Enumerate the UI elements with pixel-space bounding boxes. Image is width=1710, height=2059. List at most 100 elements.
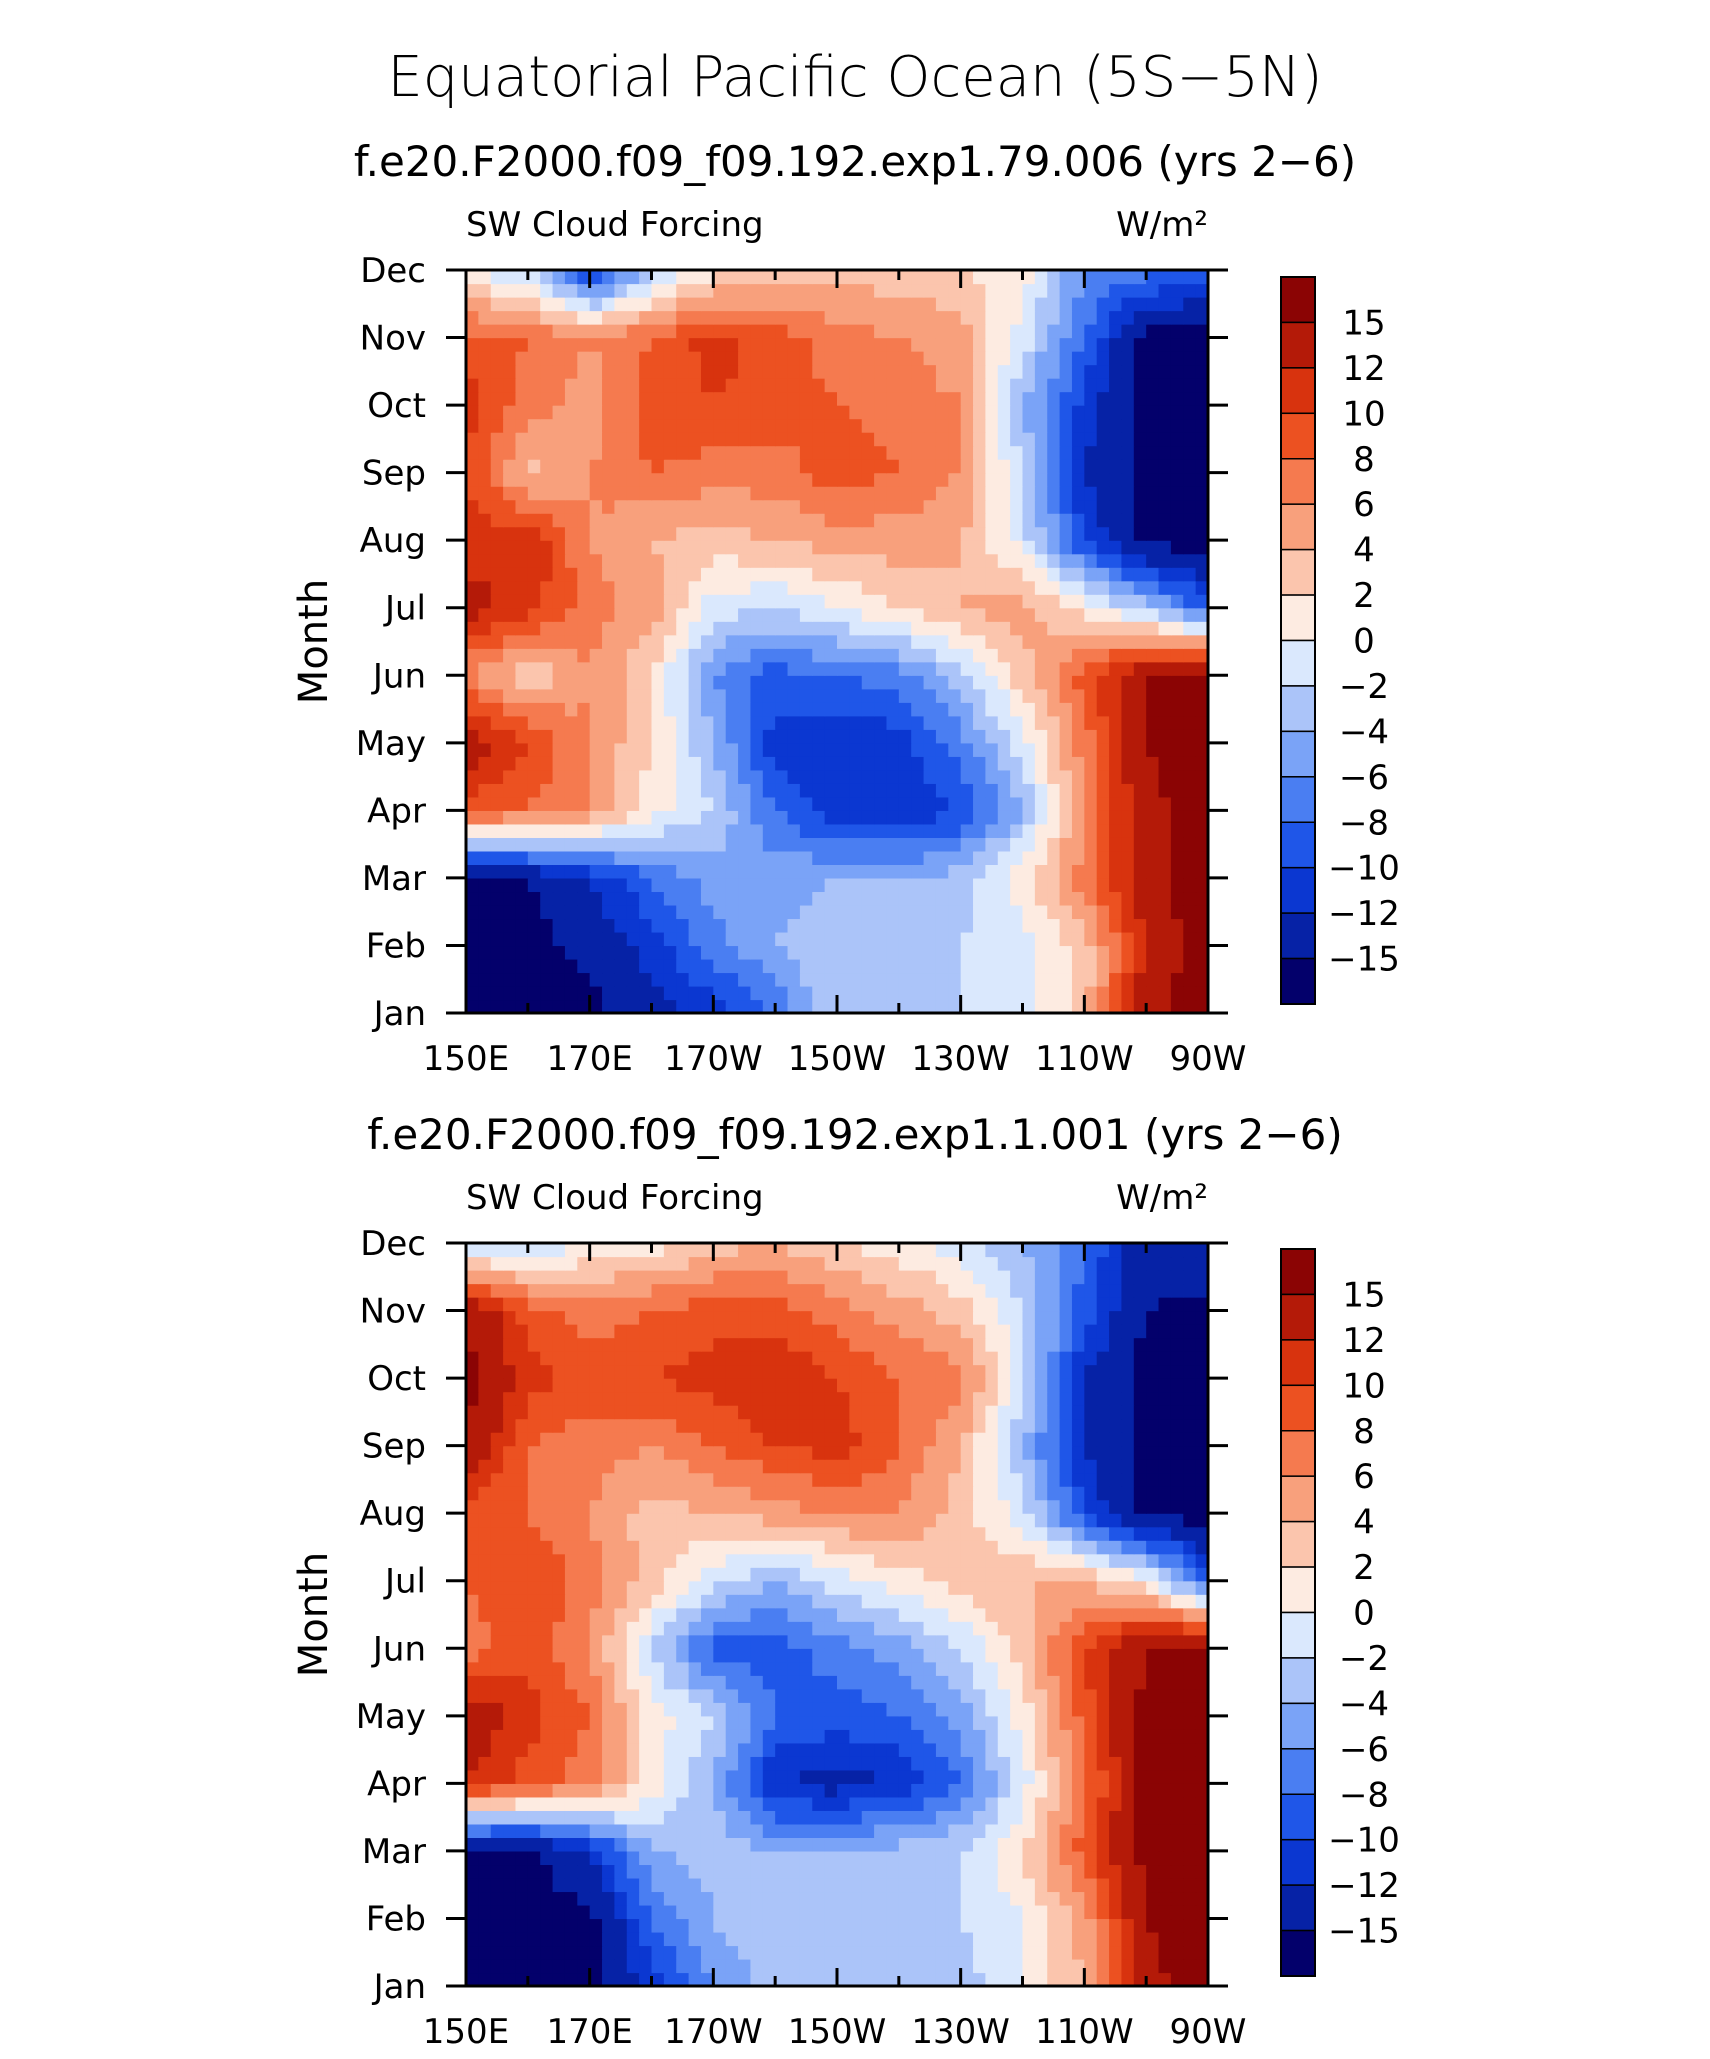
contour-cell [663,378,677,393]
colorbar-label: −12 [1328,894,1400,934]
contour-cell [799,553,813,568]
contour-cell [787,526,801,541]
contour-cell [812,958,826,974]
contour-cell [577,985,591,1001]
contour-cell [614,742,628,757]
contour-cell [1071,1796,1085,1811]
contour-cell [688,823,702,838]
contour-cell [1121,756,1135,771]
contour-cell [1047,1931,1061,1947]
contour-cell [688,405,702,420]
contour-cell [1133,958,1147,974]
contour-cell [738,1742,752,1757]
contour-cell [676,1837,690,1852]
contour-cell [1146,1634,1160,1649]
contour-cell [985,1783,999,1798]
contour-cell [948,270,962,285]
contour-cell [602,891,615,906]
contour-cell [515,594,529,609]
contour-cell [626,756,640,771]
contour-cell [1071,702,1085,717]
contour-cell [478,823,492,838]
contour-cell [676,1918,690,1933]
contour-cell [589,823,603,838]
contour-cell [898,459,912,474]
contour-cell [787,729,801,744]
contour-cell [861,1715,875,1730]
contour-cell [1109,378,1123,393]
contour-cell [577,1634,591,1649]
contour-cell [886,297,900,312]
contour-cell [1059,1945,1073,1960]
contour-cell [1084,499,1098,514]
contour-cell [614,675,628,690]
contour-cell [478,783,492,798]
contour-cell [700,607,714,622]
contour-cell [503,1796,517,1811]
contour-cell [725,391,739,406]
contour-cell [676,526,690,541]
contour-cell [799,688,813,703]
contour-cell [799,931,813,947]
contour-cell [898,1891,912,1906]
contour-cell [923,553,937,568]
contour-cell [713,1904,727,1920]
contour-cell [1034,823,1048,838]
x-tick-label: 150W [788,1039,887,1079]
contour-cell [985,634,999,649]
contour-cell [478,405,492,420]
contour-cell [614,594,628,609]
contour-cell [1183,1783,1197,1798]
contour-cell [466,486,479,501]
contour-cell [700,432,714,447]
contour-cell [997,378,1011,393]
contour-cell [973,364,986,379]
contour-cell [540,540,554,555]
contour-cell [1022,1702,1036,1717]
contour-cell [1022,1850,1036,1866]
contour-cell [812,472,826,487]
contour-cell [515,1837,529,1852]
contour-cell [750,783,764,798]
contour-cell [515,1945,529,1960]
contour-cell [490,567,504,582]
contour-cell [1195,526,1209,541]
contour-cell [1010,324,1024,339]
contour-cell [515,567,529,582]
contour-cell [1034,985,1048,1001]
contour-cell [1059,945,1073,960]
contour-cell [923,297,937,312]
contour-cell [1158,432,1172,447]
contour-cell [527,1958,541,1974]
contour-cell [577,1837,591,1852]
contour-cell [1183,891,1197,906]
contour-cell [787,1634,801,1649]
contour-cell [577,1796,591,1811]
contour-cell [1195,891,1209,906]
contour-cell [849,324,863,339]
contour-cell [750,985,764,1001]
contour-cell [1071,418,1085,433]
contour-cell [651,769,665,784]
contour-cell [1133,310,1147,325]
contour-cell [713,378,727,393]
contour-cell [886,553,900,568]
contour-cell [1034,918,1048,933]
contour-cell [812,1796,826,1811]
contour-cell [775,486,789,501]
contour-cell [1121,999,1135,1014]
contour-cell [1195,337,1209,352]
contour-cell [478,594,492,609]
contour-cell [985,1675,999,1690]
contour-cell [799,459,813,474]
contour-cell [1170,1810,1184,1825]
contour-cell [589,1769,603,1784]
contour-cell [960,1634,974,1649]
contour-cell [799,702,813,717]
contour-cell [935,378,949,393]
contour-cell [1170,823,1184,838]
contour-cell [1133,513,1147,528]
contour-cell [762,540,776,555]
contour-cell [676,1621,690,1636]
contour-cell [985,891,999,906]
